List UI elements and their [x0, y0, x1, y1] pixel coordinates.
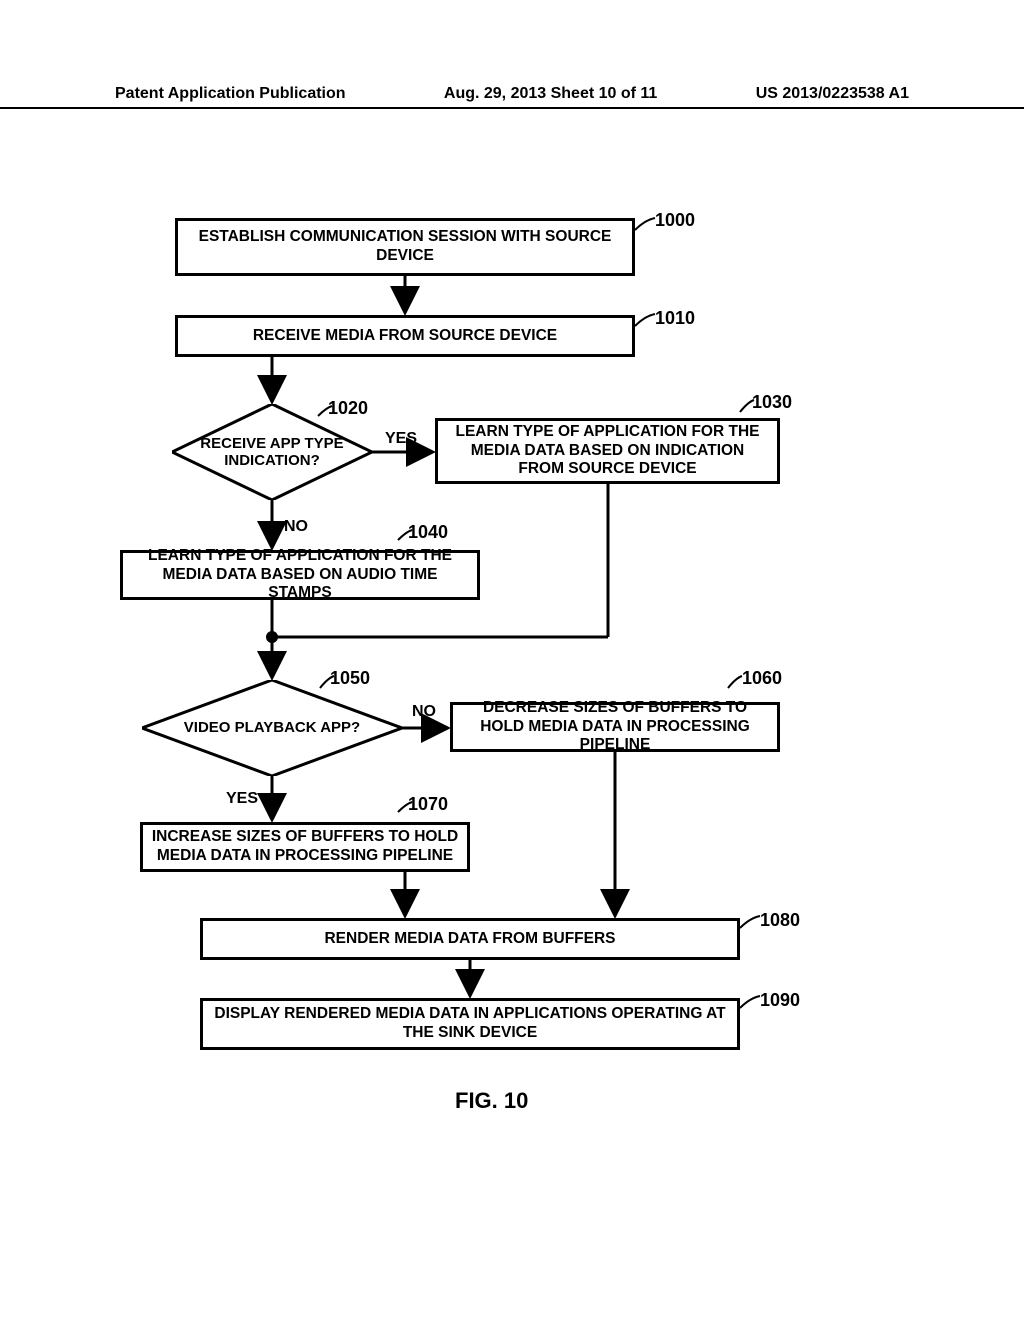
ref-1040: 1040: [408, 522, 448, 543]
ref-1080: 1080: [760, 910, 800, 931]
label-no-1050: NO: [412, 703, 436, 721]
box-learn-from-indication: LEARN TYPE OF APPLICATION FOR THE MEDIA …: [435, 418, 780, 484]
flowchart-arrows: [0, 0, 1024, 1320]
header-center: Aug. 29, 2013 Sheet 10 of 11: [444, 85, 657, 107]
box-decrease-buffers: DECREASE SIZES OF BUFFERS TO HOLD MEDIA …: [450, 702, 780, 752]
ref-1090: 1090: [760, 990, 800, 1011]
ref-1030: 1030: [752, 392, 792, 413]
box-text: RECEIVE MEDIA FROM SOURCE DEVICE: [253, 327, 557, 346]
box-text: INCREASE SIZES OF BUFFERS TO HOLD MEDIA …: [151, 828, 459, 865]
header-left: Patent Application Publication: [115, 85, 346, 107]
page: Patent Application Publication Aug. 29, …: [0, 0, 1024, 1320]
label-yes-1050: YES: [226, 790, 258, 808]
box-establish-session: ESTABLISH COMMUNICATION SESSION WITH SOU…: [175, 218, 635, 276]
ref-1060: 1060: [742, 668, 782, 689]
box-text: RENDER MEDIA DATA FROM BUFFERS: [324, 930, 615, 949]
decision-text: VIDEO PLAYBACK APP?: [184, 719, 360, 736]
decision-text: RECEIVE APP TYPE INDICATION?: [172, 435, 372, 470]
page-header: Patent Application Publication Aug. 29, …: [0, 85, 1024, 109]
figure-caption: FIG. 10: [455, 1088, 528, 1114]
box-increase-buffers: INCREASE SIZES OF BUFFERS TO HOLD MEDIA …: [140, 822, 470, 872]
box-display-rendered: DISPLAY RENDERED MEDIA DATA IN APPLICATI…: [200, 998, 740, 1050]
label-yes-1020: YES: [385, 430, 417, 448]
ref-1000: 1000: [655, 210, 695, 231]
ref-1050: 1050: [330, 668, 370, 689]
box-receive-media: RECEIVE MEDIA FROM SOURCE DEVICE: [175, 315, 635, 357]
box-text: DISPLAY RENDERED MEDIA DATA IN APPLICATI…: [211, 1005, 729, 1042]
box-text: DECREASE SIZES OF BUFFERS TO HOLD MEDIA …: [461, 699, 769, 755]
ref-1010: 1010: [655, 308, 695, 329]
ref-1020: 1020: [328, 398, 368, 419]
ref-1070: 1070: [408, 794, 448, 815]
box-render-media: RENDER MEDIA DATA FROM BUFFERS: [200, 918, 740, 960]
decision-video-playback: VIDEO PLAYBACK APP?: [142, 680, 402, 776]
box-learn-from-timestamps: LEARN TYPE OF APPLICATION FOR THE MEDIA …: [120, 550, 480, 600]
box-text: LEARN TYPE OF APPLICATION FOR THE MEDIA …: [446, 423, 769, 479]
header-right: US 2013/0223538 A1: [756, 85, 909, 107]
box-text: ESTABLISH COMMUNICATION SESSION WITH SOU…: [186, 228, 624, 265]
label-no-1020: NO: [284, 518, 308, 536]
box-text: LEARN TYPE OF APPLICATION FOR THE MEDIA …: [131, 547, 469, 603]
